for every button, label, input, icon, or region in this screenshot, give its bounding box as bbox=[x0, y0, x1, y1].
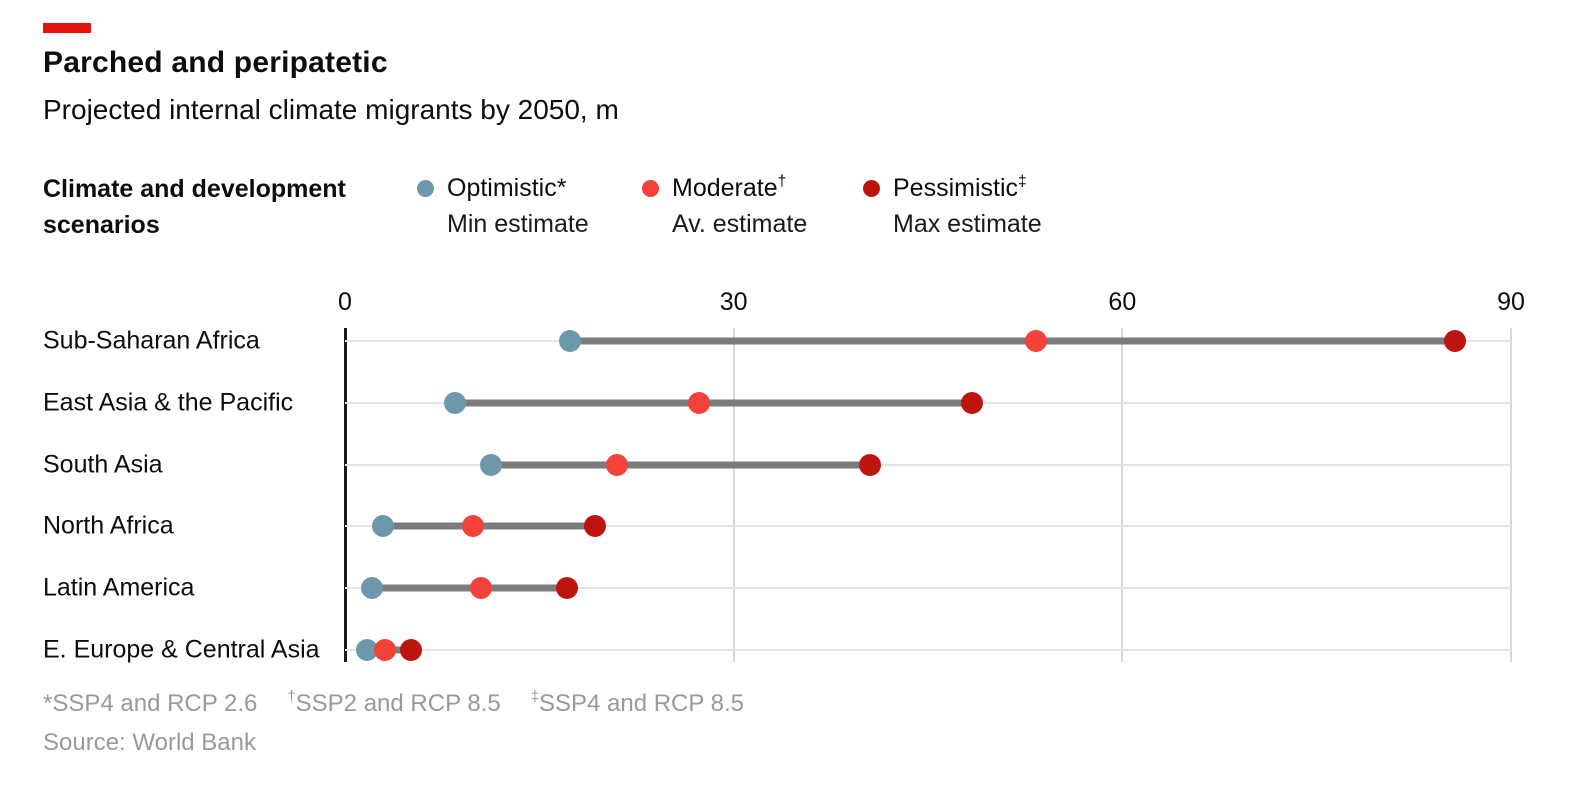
footnote-note: ‡SSP4 and RCP 8.5 bbox=[530, 689, 744, 717]
legend-label: Pessimistic‡ bbox=[893, 172, 1027, 202]
dot-optimistic bbox=[361, 577, 384, 600]
legend-sublabel: Av. estimate bbox=[672, 210, 808, 238]
legend-heading: Climate and development scenarios bbox=[43, 175, 346, 239]
dot-moderate bbox=[687, 391, 710, 414]
range-connector bbox=[372, 584, 567, 592]
dot-optimistic bbox=[356, 639, 379, 661]
row-line bbox=[345, 587, 1511, 590]
chart-title: Parched and peripatetic bbox=[43, 46, 388, 79]
legend-text: Moderate† Av. estimate bbox=[672, 173, 807, 239]
legend-dot-pessimistic-icon bbox=[863, 180, 880, 197]
dot-pessimistic bbox=[1444, 330, 1467, 352]
footnote-note: †SSP2 and RCP 8.5 bbox=[287, 689, 501, 717]
dot-pessimistic bbox=[555, 577, 578, 600]
range-connector bbox=[382, 522, 596, 530]
category-label: North Africa bbox=[43, 511, 174, 540]
footnote-note: *SSP4 and RCP 2.6 bbox=[43, 690, 258, 717]
dot-pessimistic bbox=[584, 515, 607, 538]
dot-pessimistic bbox=[400, 639, 423, 661]
category-label: Latin America bbox=[43, 573, 195, 602]
dot-optimistic bbox=[480, 453, 503, 476]
row-line bbox=[345, 525, 1511, 528]
legend-item-pessimistic: Pessimistic‡ Max estimate bbox=[863, 173, 1042, 239]
gridline bbox=[732, 328, 735, 662]
gridline bbox=[1510, 328, 1512, 662]
legend-item-moderate: Moderate† Av. estimate bbox=[642, 173, 807, 239]
legend-item-optimistic: Optimistic* Min estimate bbox=[417, 173, 589, 239]
brand-red-bar bbox=[43, 23, 91, 33]
dot-moderate bbox=[1024, 330, 1047, 352]
legend-sublabel: Max estimate bbox=[893, 210, 1042, 238]
x-tick-label: 60 bbox=[1108, 288, 1137, 316]
dot-moderate bbox=[462, 515, 485, 538]
dot-optimistic bbox=[371, 515, 394, 538]
dot-moderate bbox=[374, 639, 397, 661]
x-axis: 0 30 60 90 bbox=[338, 288, 1525, 316]
legend-text: Pessimistic‡ Max estimate bbox=[893, 173, 1042, 239]
x-tick-label: 90 bbox=[1497, 288, 1525, 316]
source-note: Source: World Bank bbox=[43, 729, 256, 756]
category-label: Sub-Saharan Africa bbox=[43, 326, 260, 355]
dot-pessimistic bbox=[858, 453, 881, 476]
dot-moderate bbox=[606, 453, 629, 476]
dot-optimistic bbox=[444, 391, 467, 414]
chart-subtitle: Projected internal climate migrants by 2… bbox=[43, 94, 619, 125]
row-line bbox=[345, 463, 1511, 466]
footnotes-line: *SSP4 and RCP 2.6 †SSP2 and RCP 8.5 ‡SSP4 … bbox=[43, 690, 744, 718]
legend-dot-moderate-icon bbox=[642, 180, 659, 197]
legend-label: Optimistic* bbox=[447, 174, 567, 202]
range-connector bbox=[455, 399, 973, 407]
x-tick-label: 30 bbox=[719, 288, 748, 316]
dot-moderate bbox=[470, 577, 493, 600]
category-label: East Asia & the Pacific bbox=[43, 388, 294, 417]
row-line bbox=[345, 649, 1511, 651]
x-tick-label: 0 bbox=[338, 288, 352, 316]
legend-label: Moderate† bbox=[672, 172, 787, 202]
range-connector bbox=[570, 337, 1456, 345]
category-label: E. Europe & Central Asia bbox=[43, 635, 320, 664]
range-connector bbox=[491, 461, 870, 469]
plot-area bbox=[344, 328, 1512, 662]
dot-optimistic bbox=[559, 330, 582, 352]
gridline bbox=[1121, 328, 1124, 662]
dot-pessimistic bbox=[961, 391, 984, 414]
category-label: South Asia bbox=[43, 450, 163, 479]
legend-sublabel: Min estimate bbox=[447, 210, 589, 238]
y-axis-line bbox=[344, 328, 347, 662]
legend-text: Optimistic* Min estimate bbox=[447, 173, 589, 239]
legend-dot-optimistic-icon bbox=[417, 180, 434, 197]
